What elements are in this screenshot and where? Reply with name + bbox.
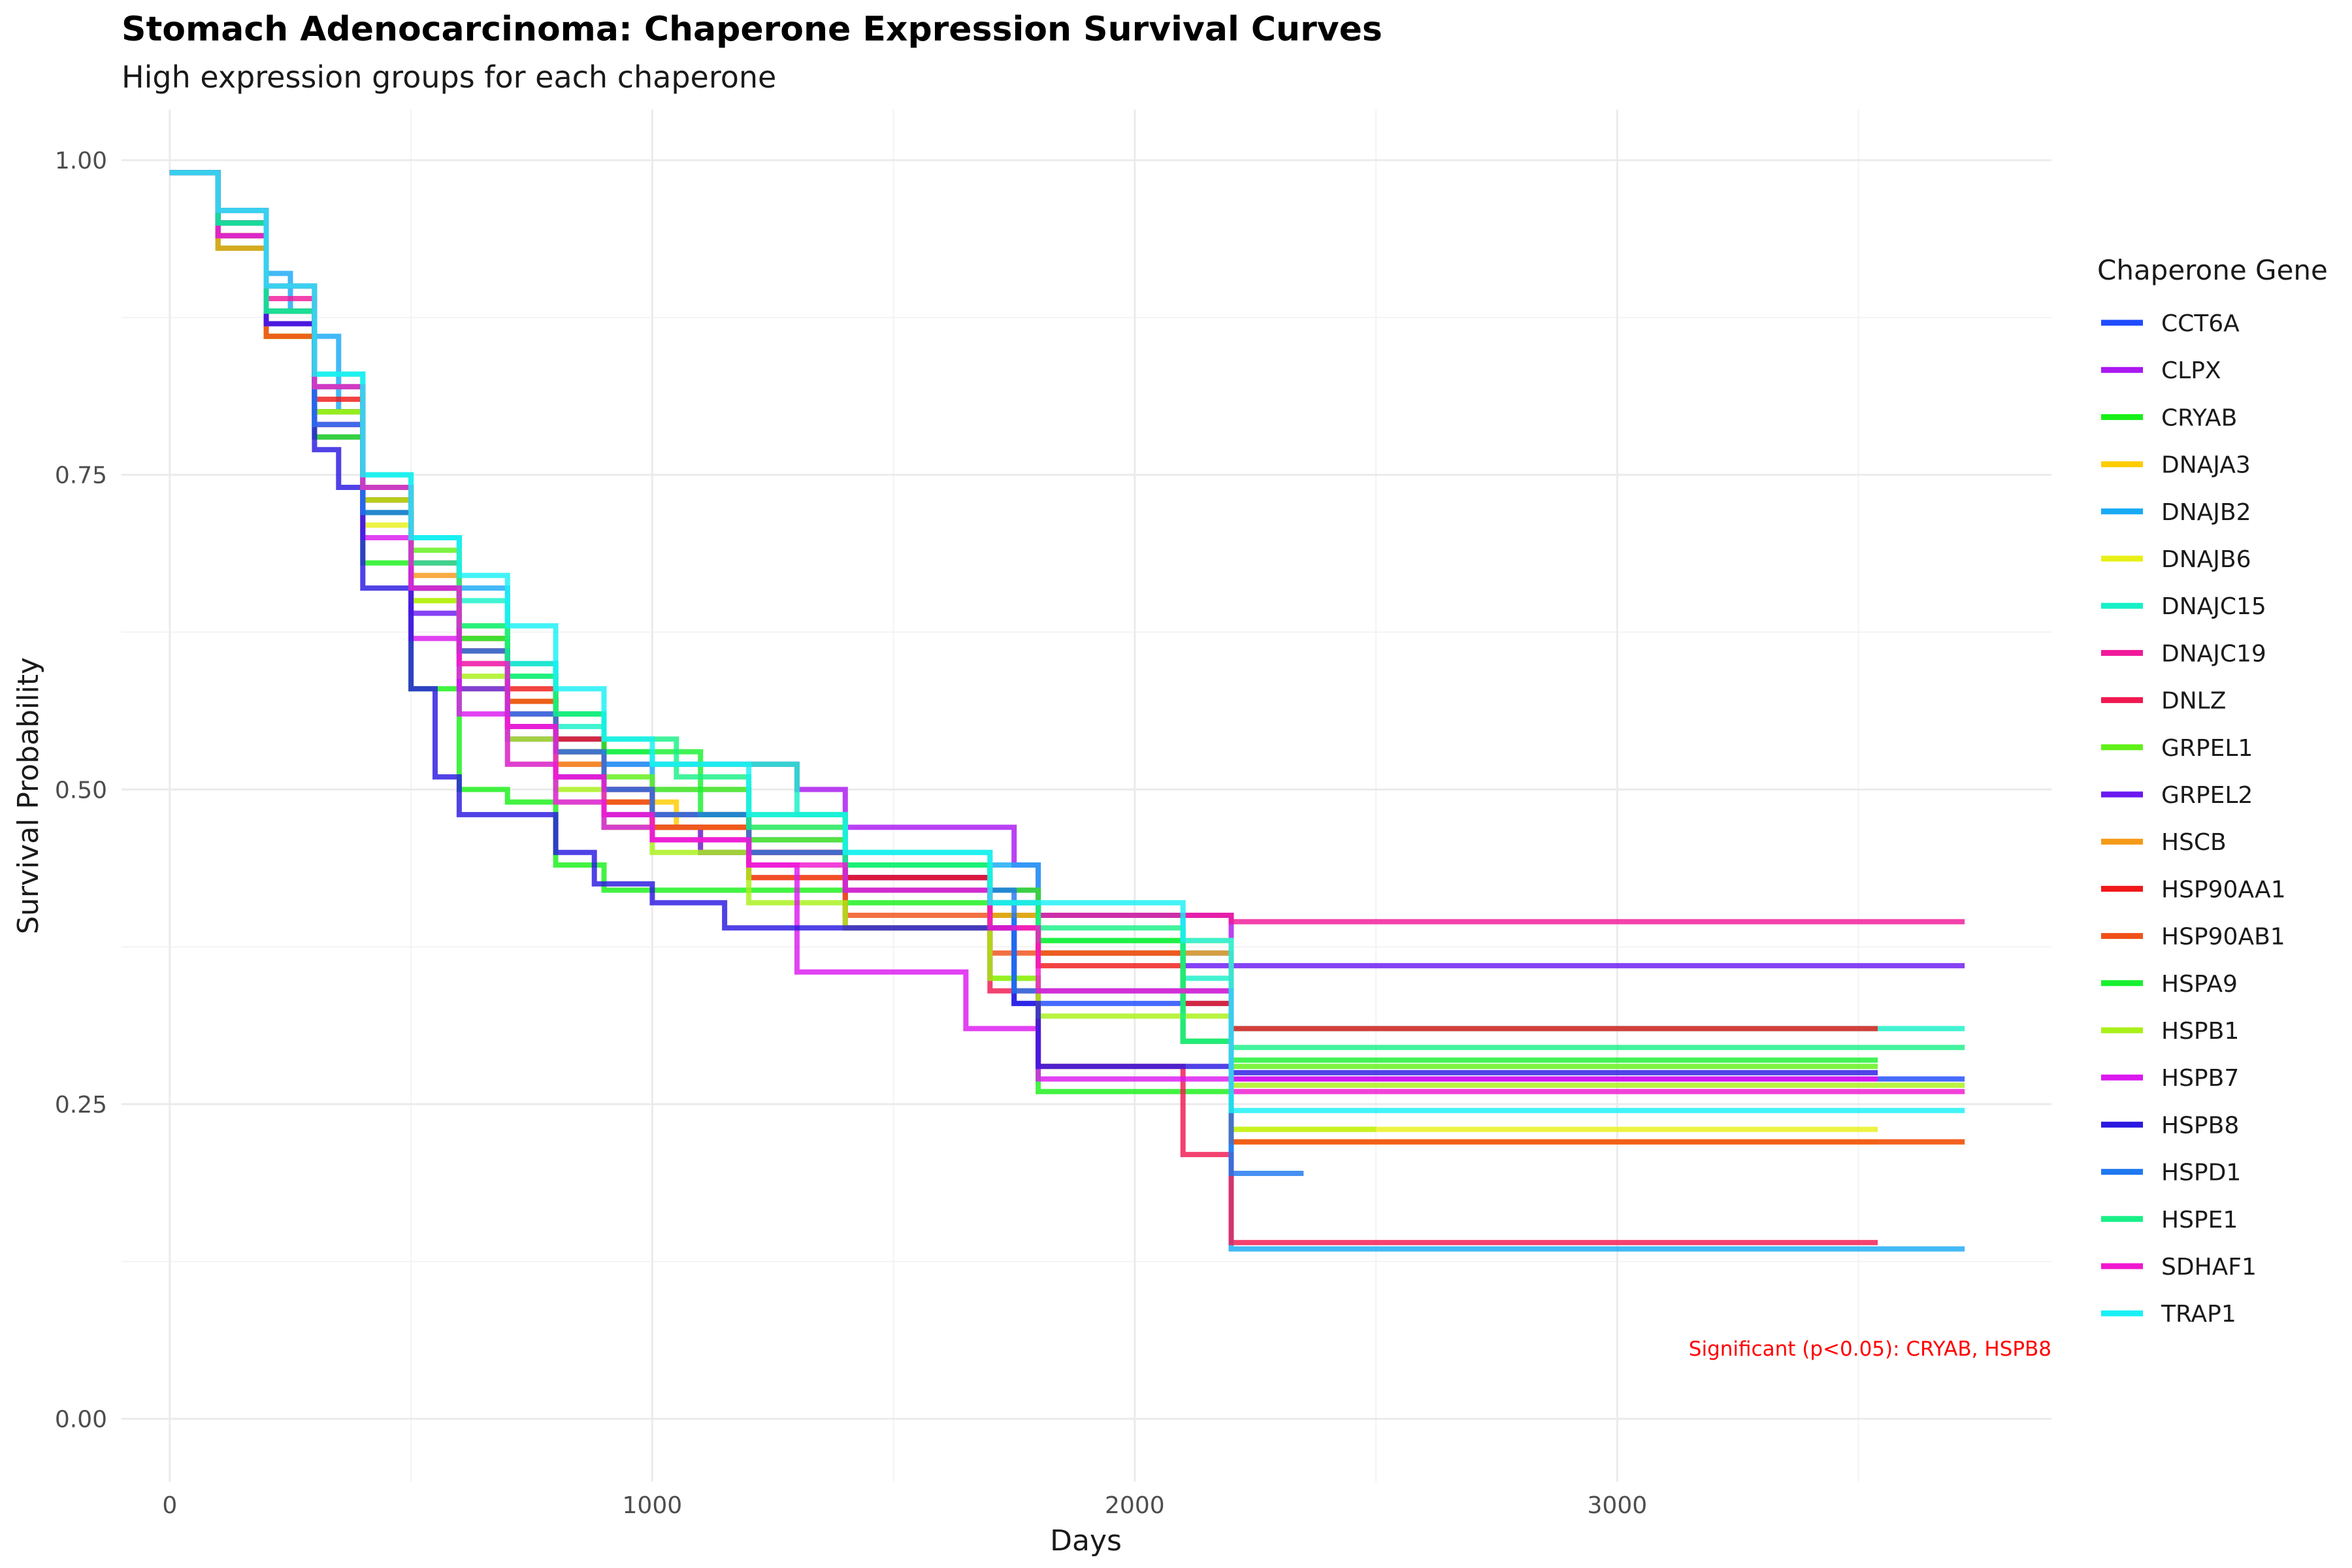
legend-label: CLPX xyxy=(2161,357,2221,384)
chart-title: Stomach Adenocarcinoma: Chaperone Expres… xyxy=(122,10,1382,49)
legend-label: HSPB8 xyxy=(2161,1112,2239,1139)
y-axis-title: Survival Probability xyxy=(12,657,45,934)
legend-label: DNLZ xyxy=(2161,688,2226,715)
x-tick-label: 0 xyxy=(162,1492,177,1519)
y-tick-label: 0.25 xyxy=(55,1092,107,1119)
legend-label: DNAJC15 xyxy=(2161,593,2266,620)
chart-subtitle: High expression groups for each chaperon… xyxy=(122,59,776,95)
x-tick-label: 1000 xyxy=(623,1492,683,1519)
y-axis-ticks: 0.00 0.25 0.50 0.75 1.00 xyxy=(55,148,107,1433)
y-tick-label: 0.75 xyxy=(55,463,107,489)
x-tick-label: 3000 xyxy=(1588,1492,1648,1519)
survival-curve-trap1 xyxy=(169,170,1965,1113)
legend: CCT6A CLPX CRYAB DNAJA3 DNAJB2 DNAJB6 DNAJC15 D… xyxy=(2101,310,2286,1328)
significance-annotation: Significant (p<0.05): CRYAB, HSPB8 xyxy=(1689,1337,2051,1361)
legend-label: HSP90AA1 xyxy=(2161,876,2286,903)
legend-label: HSPB1 xyxy=(2161,1018,2239,1045)
x-axis-ticks: 0 1000 2000 3000 xyxy=(162,1492,1647,1519)
legend-label: HSCB xyxy=(2161,829,2227,856)
legend-label: HSPD1 xyxy=(2161,1160,2241,1186)
legend-title: Chaperone Gene xyxy=(2097,254,2328,286)
y-tick-label: 1.00 xyxy=(55,148,107,174)
legend-label: DNAJB2 xyxy=(2161,499,2251,526)
legend-label: HSP90AB1 xyxy=(2161,924,2285,951)
minor-gridlines xyxy=(122,110,2051,1482)
legend-label: DNAJB6 xyxy=(2161,546,2251,573)
legend-label: HSPE1 xyxy=(2161,1207,2238,1233)
x-axis-title: Days xyxy=(1050,1524,1122,1558)
survival-curves xyxy=(169,170,1965,1252)
major-gridlines xyxy=(122,110,2051,1482)
y-tick-label: 0.50 xyxy=(55,777,107,804)
legend-label: CRYAB xyxy=(2161,404,2237,431)
legend-label: GRPEL1 xyxy=(2161,735,2253,762)
legend-label: TRAP1 xyxy=(2161,1301,2236,1328)
legend-label: HSPA9 xyxy=(2161,971,2238,998)
y-tick-label: 0.00 xyxy=(55,1407,107,1433)
legend-label: CCT6A xyxy=(2161,310,2240,337)
legend-label: SDHAF1 xyxy=(2161,1254,2257,1281)
legend-label: HSPB7 xyxy=(2161,1065,2239,1092)
legend-label: GRPEL2 xyxy=(2161,782,2253,809)
legend-label: DNAJA3 xyxy=(2161,452,2251,479)
legend-label: DNAJC19 xyxy=(2161,640,2266,667)
x-tick-label: 2000 xyxy=(1105,1492,1165,1519)
